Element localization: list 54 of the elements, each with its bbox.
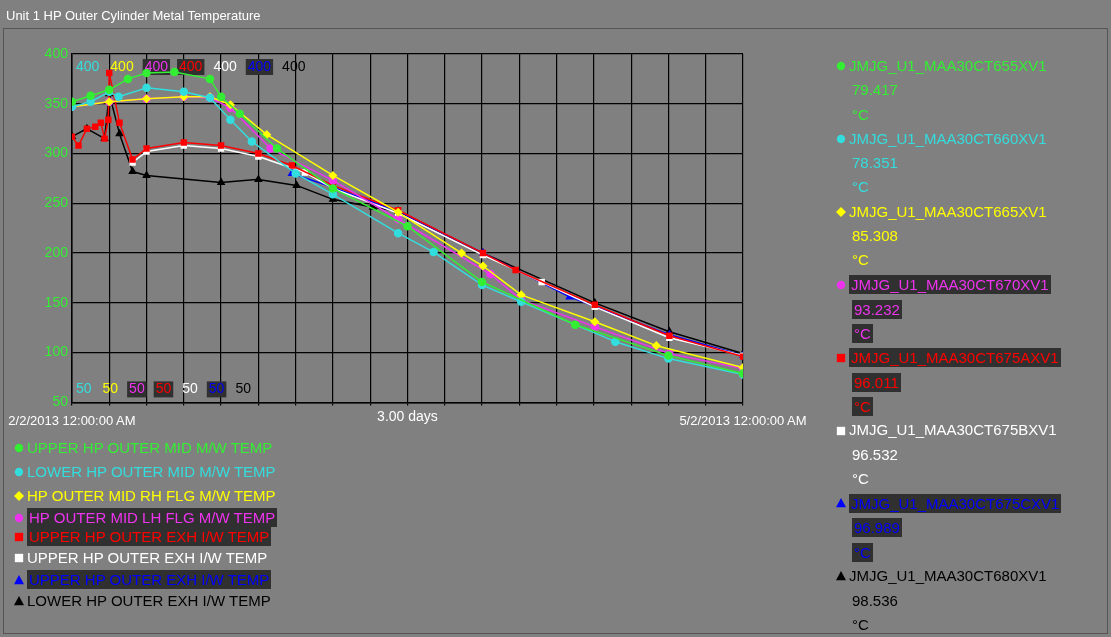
text: JMJG_U1_MAA30CT675CXV1 xyxy=(849,493,1062,513)
annotation: 400 xyxy=(144,57,169,74)
annotation: 400 xyxy=(110,57,134,74)
legend-label: UPPER HP OUTER MID M/W TEMP xyxy=(27,438,273,458)
x-tick-label: 2/2/2013 12:00:00 AM xyxy=(8,412,136,428)
annotation: 50 xyxy=(75,380,92,397)
text: °C xyxy=(852,396,873,416)
text: °C xyxy=(852,542,873,562)
x-axis-title: 3.00 days xyxy=(377,408,438,425)
text: 78.351 xyxy=(852,153,898,174)
y-tick-label: 150 xyxy=(44,293,69,310)
legend-label: HP OUTER MID RH FLG M/W TEMP xyxy=(27,486,276,506)
text: 96.532 xyxy=(852,444,898,465)
y-tick-label: 100 xyxy=(44,343,69,360)
text: 96.989 xyxy=(852,518,902,538)
legend-label: LOWER HP OUTER EXH I/W TEMP xyxy=(27,591,271,611)
text: JMJG_U1_MAA30CT665XV1 xyxy=(849,201,1047,222)
y-tick-label: 350 xyxy=(44,94,69,111)
legend-label: HP OUTER MID LH FLG M/W TEMP xyxy=(27,508,278,527)
chart-title: Unit 1 HP Outer Cylinder Metal Temperature xyxy=(6,8,261,23)
text: °C xyxy=(852,614,869,635)
text: °C xyxy=(852,177,869,198)
text: °C xyxy=(852,469,869,490)
text: °C xyxy=(852,104,869,125)
annotation: 400 xyxy=(247,57,272,74)
text: JMJG_U1_MAA30CT660XV1 xyxy=(849,128,1047,149)
annotation: 50 xyxy=(235,380,252,397)
text: 96.011 xyxy=(852,372,901,392)
y-tick-label: 400 xyxy=(44,44,69,61)
annotation: 50 xyxy=(208,380,225,397)
y-tick-label: 250 xyxy=(44,194,69,211)
text: JMJG_U1_MAA30CT670XV1 xyxy=(849,275,1051,295)
text: JMJG_U1_MAA30CT680XV1 xyxy=(849,566,1047,587)
text: °C xyxy=(852,250,869,271)
text: JMJG_U1_MAA30CT655XV1 xyxy=(849,56,1047,76)
legend-label: UPPER HP OUTER EXH I/W TEMP xyxy=(27,548,268,568)
legend-label: UPPER HP OUTER EXH I/W TEMP xyxy=(27,527,272,546)
text: JMJG_U1_MAA30CT675AXV1 xyxy=(849,348,1061,368)
legend-label: UPPER HP OUTER EXH I/W TEMP xyxy=(27,570,272,589)
annotation: 400 xyxy=(75,57,100,74)
x-tick-label: 5/2/2013 12:00:00 AM xyxy=(679,412,807,428)
y-tick-label: 50 xyxy=(52,393,69,410)
annotation: 400 xyxy=(179,57,203,74)
text: °C xyxy=(852,323,873,343)
text: 93.232 xyxy=(852,299,902,319)
annotation: 50 xyxy=(155,380,172,397)
text: JMJG_U1_MAA30CT675BXV1 xyxy=(849,420,1057,441)
text: 79.417 xyxy=(852,80,898,101)
text: 98.536 xyxy=(852,590,898,611)
text: 85.308 xyxy=(852,226,898,247)
y-tick-label: 200 xyxy=(44,243,69,260)
y-tick-label: 300 xyxy=(44,144,69,161)
legend-label: LOWER HP OUTER MID M/W TEMP xyxy=(27,462,276,482)
annotation: 50 xyxy=(129,380,145,397)
